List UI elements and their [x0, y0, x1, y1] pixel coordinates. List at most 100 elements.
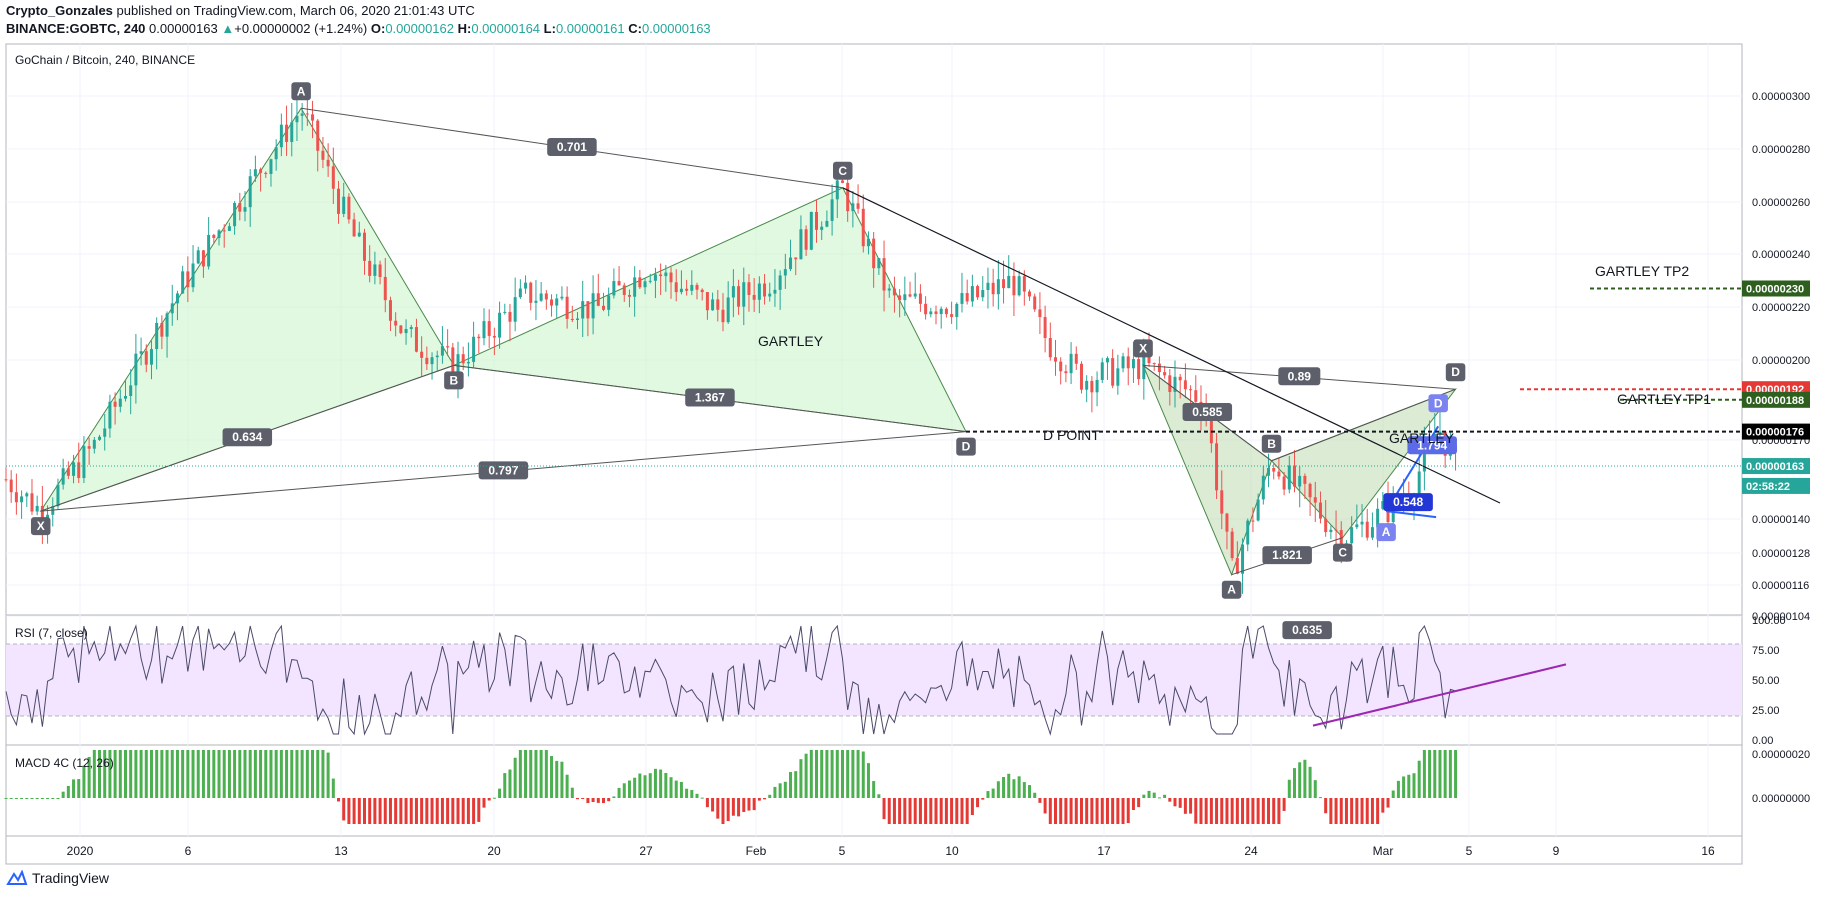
candle-body [295, 115, 299, 123]
macd-bar [264, 750, 268, 798]
macd-bar [362, 798, 366, 824]
macd-bar [659, 769, 663, 798]
macd-bar [508, 769, 512, 798]
rsi-pane-title: RSI (7, close) [15, 626, 88, 640]
macd-bar [98, 750, 102, 798]
candle-body [30, 493, 34, 512]
candle-body [1209, 417, 1213, 444]
candle-body [1064, 371, 1068, 374]
candle-body [991, 282, 995, 295]
candle-body [186, 271, 190, 288]
candle-body [72, 462, 76, 476]
candle-body [555, 298, 559, 306]
macd-bar [295, 750, 299, 798]
time-tick-label: 13 [334, 844, 348, 858]
ratio-badge-bg [1383, 493, 1433, 512]
macd-bar [207, 750, 211, 798]
candle-body [856, 203, 860, 209]
candle-body [1111, 358, 1115, 386]
macd-bar [227, 750, 231, 798]
ratio-badge-bg [1182, 403, 1233, 422]
macd-bar [539, 750, 543, 798]
candle-body [1220, 490, 1224, 514]
candle-body [685, 288, 689, 291]
macd-bar [134, 750, 138, 798]
macd-bar [617, 787, 621, 798]
macd-bar [524, 750, 528, 798]
candle-body [550, 299, 554, 306]
macd-bar [113, 750, 117, 798]
candle-body [1287, 465, 1291, 490]
price-label-gartley-tp1: 0.00000188 [1746, 395, 1804, 407]
macd-bar [1261, 798, 1265, 824]
author-name[interactable]: Crypto_Gonzales [6, 3, 113, 18]
price-axis[interactable]: 0.00000300 0.00000280 0.00000260 0.00000240… [1742, 91, 1810, 805]
macd-bar [129, 750, 133, 798]
candle-body [851, 203, 855, 212]
pattern-fills [39, 107, 1458, 577]
macd-bar [347, 798, 351, 824]
candle-body [1059, 361, 1063, 372]
candle-body [882, 258, 886, 291]
time-axis[interactable]: 2020 6 13 20 27 Feb 5 10 17 24 Mar 5 9 16 [67, 844, 1715, 858]
macd-bar [337, 798, 341, 802]
candle-body [1048, 338, 1052, 358]
candle-body [1350, 527, 1354, 544]
macd-bar [196, 750, 200, 798]
ratio-badge-bg [1262, 546, 1312, 565]
candle-body [570, 318, 574, 321]
macd-bar [61, 791, 65, 798]
macd-bar [1209, 798, 1213, 824]
macd-bar [482, 798, 486, 808]
candle-body [1079, 363, 1083, 390]
macd-bar [877, 794, 881, 798]
candle-body [155, 322, 159, 350]
macd-bar [1215, 798, 1219, 824]
candle-body [679, 288, 683, 293]
time-tick-label: 10 [945, 844, 959, 858]
candle-body [601, 305, 605, 310]
pattern2-point-B-bg [1261, 434, 1282, 453]
macd-bar [570, 787, 574, 798]
candle-body [996, 279, 1000, 295]
candle-body [633, 277, 637, 297]
macd-bar [518, 750, 522, 798]
candle-body [518, 288, 522, 298]
candle-body [1225, 513, 1229, 532]
price-tick-label: 0.00000300 [1752, 91, 1810, 103]
macd-bar [9, 798, 13, 799]
candle-body [1012, 275, 1016, 296]
macd-bar [352, 798, 356, 824]
price-label-last-bg [1742, 458, 1810, 475]
macd-bar [92, 750, 96, 798]
macd-bar [103, 750, 107, 798]
macd-bar [399, 798, 403, 824]
macd-bar [1079, 798, 1083, 824]
pattern1-point-B: B [450, 373, 459, 387]
candle-body [1054, 357, 1058, 362]
macd-bar [1324, 798, 1328, 814]
candle-body [160, 322, 164, 337]
macd-bar [950, 798, 954, 824]
pattern3-point-A-bg [1376, 523, 1396, 542]
brand-name[interactable]: TradingView [32, 870, 110, 886]
macd-bar [939, 798, 943, 824]
candle-body [77, 462, 81, 479]
candle-body [783, 269, 787, 276]
time-tick-label: 24 [1244, 844, 1258, 858]
gartley-tp1-label: GARTLEY TP1 [1617, 391, 1711, 407]
macd-bar [768, 794, 772, 798]
candle-body [477, 336, 481, 339]
candle-body [607, 295, 611, 310]
pattern2-point-D-bg [1445, 363, 1466, 382]
trend-line [842, 187, 1501, 504]
candle-body [976, 286, 980, 298]
macd-bar [1407, 774, 1411, 798]
candle-body [903, 294, 907, 301]
macd-bar [1230, 798, 1234, 824]
candle-body [1324, 518, 1328, 533]
macd-bar [503, 773, 507, 798]
ohlc-bar: BINANCE:GOBTC, 240 0.00000163 ▲+0.000000… [6, 21, 711, 36]
macd-bar [233, 750, 237, 798]
